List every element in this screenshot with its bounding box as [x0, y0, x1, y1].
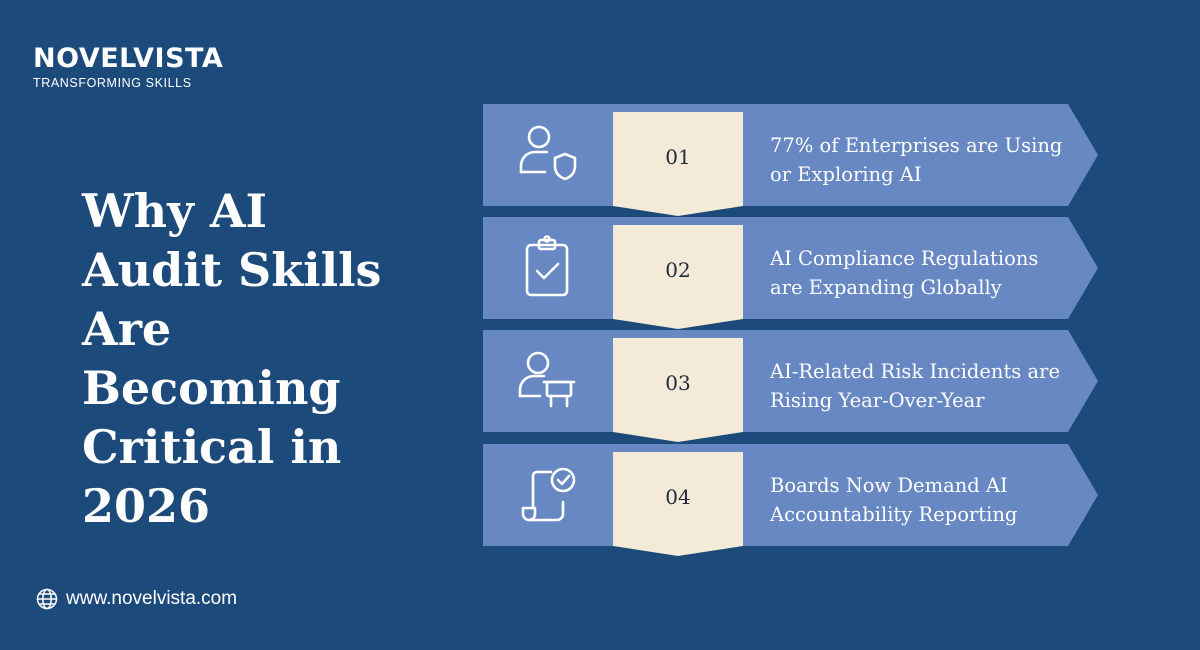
step-1: 01 77% of Enterprises are Using or Explo…	[483, 104, 1098, 216]
user-shield-icon	[519, 125, 577, 181]
document-check-icon	[521, 467, 576, 522]
headline: Why AI Audit Skills Are Becoming Critica…	[82, 184, 382, 533]
step-arrow	[483, 104, 1098, 206]
step-number-ribbon: 01	[613, 112, 743, 216]
website-url: www.novelvista.com	[66, 588, 238, 609]
step-2: 02 AI Compliance Regulations are Expandi…	[483, 217, 1098, 329]
step-3: 03 AI-Related Risk Incidents are Rising …	[483, 330, 1098, 442]
step-4: 04 Boards Now Demand AI Accountability R…	[483, 444, 1098, 556]
step-arrow	[483, 217, 1098, 319]
step-text: AI Compliance Regulations are Expanding …	[770, 247, 1039, 299]
step-number: 03	[665, 371, 691, 395]
user-presentation-icon	[518, 351, 576, 408]
clipboard-check-icon	[525, 235, 569, 297]
step-number: 04	[665, 485, 691, 509]
logo-tagline: TRANSFORMING SKILLS	[33, 76, 192, 90]
step-number-ribbon: 03	[613, 338, 743, 442]
logo: NOVELVISTA TRANSFORMING SKILLS	[33, 43, 224, 91]
step-text: Boards Now Demand AI Accountability Repo…	[770, 474, 1018, 526]
step-number-ribbon: 02	[613, 225, 743, 329]
step-text: AI-Related Risk Incidents are Rising Yea…	[770, 360, 1060, 412]
step-text: 77% of Enterprises are Using or Explorin…	[770, 134, 1063, 186]
step-arrow	[483, 444, 1098, 546]
website-link[interactable]: www.novelvista.com	[36, 588, 237, 610]
step-number-ribbon: 04	[613, 452, 743, 556]
step-number: 01	[665, 145, 691, 169]
globe-icon	[36, 588, 58, 610]
step-number: 02	[665, 258, 691, 282]
logo-wordmark: NOVELVISTA	[33, 43, 224, 74]
step-arrow	[483, 330, 1098, 432]
